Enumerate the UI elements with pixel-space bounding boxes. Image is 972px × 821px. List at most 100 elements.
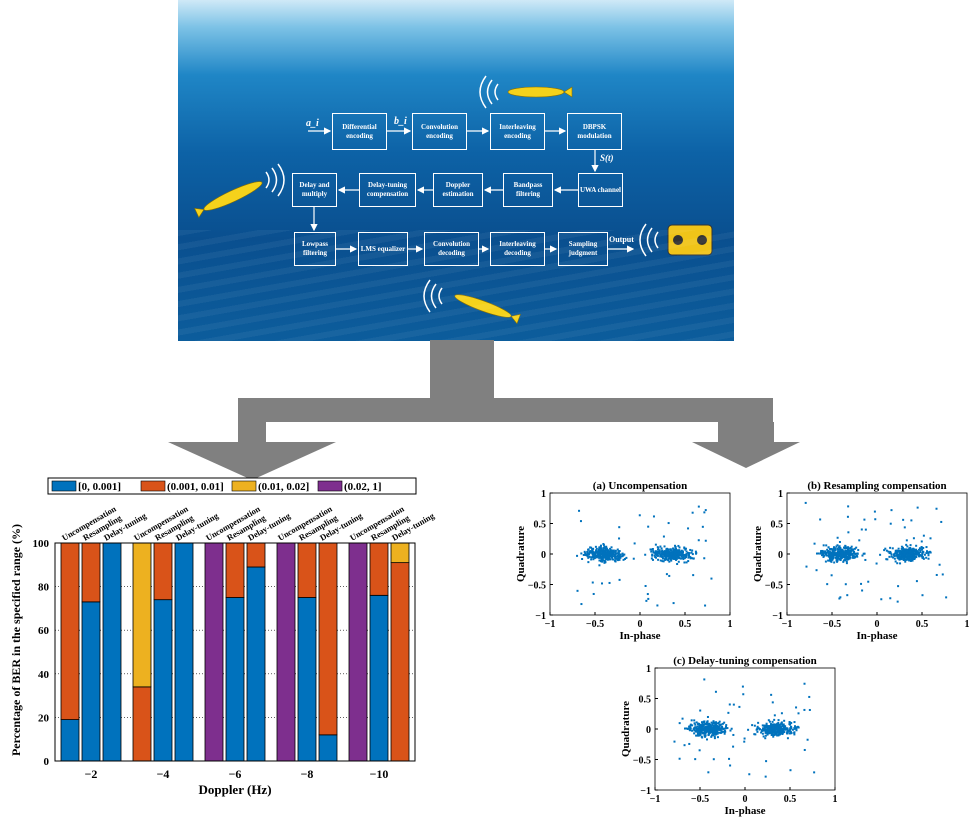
scatter-point [813, 542, 816, 545]
scatter-point [819, 552, 822, 555]
scatter-point [921, 594, 924, 597]
scatter-point [778, 725, 781, 728]
scatter-point [909, 548, 912, 551]
scatter-point [770, 724, 773, 727]
scatter-point [774, 729, 777, 732]
scatter-point [767, 727, 770, 730]
scatter-point [832, 549, 835, 552]
scatter-point [925, 546, 928, 549]
scatter-point [835, 552, 838, 555]
scatter-point [927, 554, 930, 557]
scatter-point [774, 728, 777, 731]
scatter-point [861, 589, 864, 592]
scatter-point [663, 545, 666, 548]
scatter-point [723, 721, 726, 724]
scatter-point [678, 552, 681, 555]
scatter-point [915, 548, 918, 551]
scatter-point [781, 723, 784, 726]
scatter-point [851, 556, 854, 559]
scatter-point [656, 550, 659, 553]
scatter-point [701, 736, 704, 739]
scatter-point [668, 574, 671, 577]
scatter-point [788, 729, 791, 732]
scatter-point [922, 546, 925, 549]
scatter-point [706, 725, 709, 728]
scatter-point [776, 734, 779, 737]
scatter-point [697, 723, 700, 726]
scatter-point [676, 555, 679, 558]
scatter-point [887, 550, 890, 553]
scatter-point [696, 725, 699, 728]
scatter-point [803, 682, 806, 685]
scatter-point [729, 729, 732, 732]
scatter-point [674, 545, 677, 548]
scatter-point [836, 547, 839, 550]
y-tick-label: 0 [44, 756, 50, 768]
scatter-point [609, 552, 612, 555]
scatter-point [679, 553, 682, 556]
scatter-point [826, 583, 829, 586]
scatter-point [671, 551, 674, 554]
scatter-point [786, 729, 789, 732]
scatter-point [909, 558, 912, 561]
scatter-point [705, 723, 708, 726]
scatter-point [781, 727, 784, 730]
scatter-point [679, 554, 682, 557]
scatter-point [795, 727, 798, 730]
block-delay-tuning-compensation: Delay-tuning compensation [359, 173, 416, 207]
scatter-point [667, 549, 670, 552]
scatter-point [855, 546, 858, 549]
scatter-point [589, 546, 592, 549]
scatter-point [783, 731, 786, 734]
scatter-point [607, 550, 610, 553]
scatter-point [672, 547, 675, 550]
scatter-point [609, 549, 612, 552]
scatter-point [594, 552, 597, 555]
scatter-point [608, 553, 611, 556]
scatter-point [711, 728, 714, 731]
scatter-point [861, 554, 864, 557]
scatter-point [676, 563, 679, 566]
scatter-point [662, 560, 665, 563]
scatter-point [895, 551, 898, 554]
scatter-point [618, 554, 621, 557]
scatter-point [844, 558, 847, 561]
scatter-point [600, 552, 603, 555]
scatter-point [699, 731, 702, 734]
scatter-point [825, 544, 828, 547]
y-tick-label: 0.5 [639, 695, 652, 706]
scatter-point [716, 728, 719, 731]
scatter-point [596, 550, 599, 553]
scatter-point [604, 561, 607, 564]
scatter-point [815, 569, 818, 572]
plot-frame [786, 492, 968, 616]
bar-segment [369, 542, 389, 596]
scatter-point [687, 552, 690, 555]
scatter-point [789, 725, 792, 728]
scatter-point [839, 548, 842, 551]
scatter-point [610, 546, 613, 549]
scatter-point [910, 551, 913, 554]
scatter-point [793, 733, 796, 736]
scatter-point [917, 554, 920, 557]
scatter-point [786, 732, 789, 735]
scatter-point [767, 730, 770, 733]
scatter-point [596, 553, 599, 556]
scatter-point [836, 550, 839, 553]
scatter-point [760, 731, 763, 734]
scatter-point [711, 730, 714, 733]
scatter-point [650, 557, 653, 560]
scatter-point [828, 553, 831, 556]
x-tick-label: 0 [875, 619, 880, 630]
x-tick-label: 0 [638, 619, 643, 630]
scatter-point [774, 731, 777, 734]
scatter-point [729, 764, 732, 767]
scatter-point [923, 553, 926, 556]
scatter-point [597, 548, 600, 551]
scatter-point [672, 602, 675, 605]
scatter-point [935, 507, 938, 510]
scatter-point [703, 720, 706, 723]
scatter-point [654, 543, 657, 546]
block-convolution-encoding: Convolution encoding [412, 113, 467, 150]
scatter-point [669, 549, 672, 552]
